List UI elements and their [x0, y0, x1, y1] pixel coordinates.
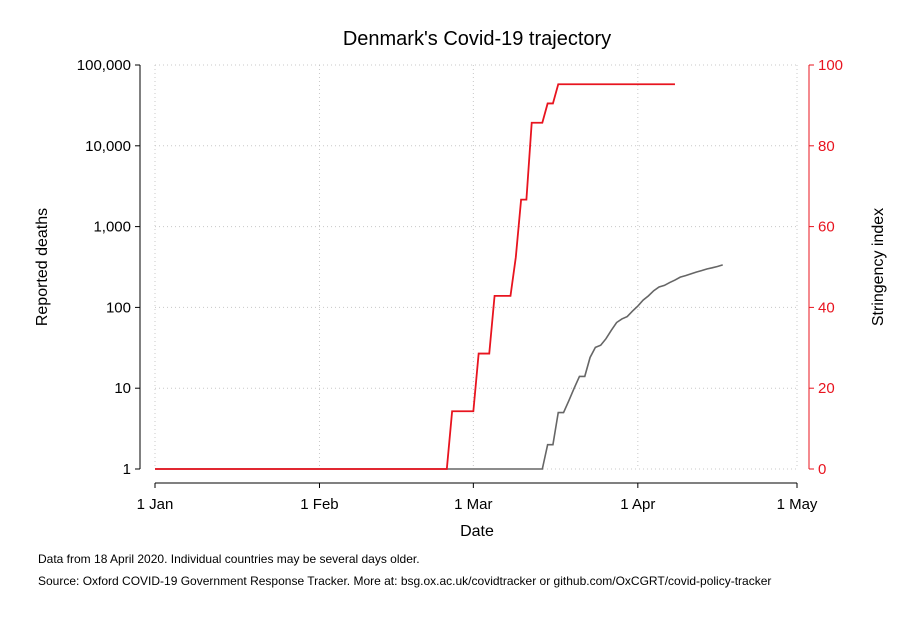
y-left-tick-label: 1,000	[93, 219, 131, 236]
y-axis-label-right: Stringency index	[870, 208, 887, 326]
x-tick-label: 1 Apr	[620, 496, 655, 513]
y-right-tick-label: 20	[818, 380, 835, 397]
y-right-tick-label: 100	[818, 57, 843, 74]
stringency-series-line	[155, 83, 675, 470]
deaths-series-line	[155, 264, 723, 470]
x-tick-label: 1 May	[777, 496, 818, 513]
x-tick-label: 1 Mar	[454, 496, 492, 513]
y-left-tick-label: 10	[114, 380, 131, 397]
y-right-tick-label: 40	[818, 299, 835, 316]
source-note: Source: Oxford COVID-19 Government Respo…	[38, 574, 772, 588]
series-layer	[155, 83, 723, 470]
y-axis-label-left: Reported deaths	[34, 208, 51, 326]
y-left-tick-label: 100	[106, 299, 131, 316]
tick-labels: 1 10 100 1,000 10,000 100,000 0 20 40 60 80 100 1 Ja…	[77, 57, 843, 513]
y-right-tick-label: 80	[818, 138, 835, 155]
x-tick-label: 1 Jan	[137, 496, 174, 513]
x-axis-label: Date	[460, 523, 494, 540]
y-left-tick-label: 1	[123, 461, 131, 478]
y-right-tick-label: 0	[818, 461, 826, 478]
y-left-tick-label: 10,000	[85, 138, 131, 155]
y-right-tick-label: 60	[818, 219, 835, 236]
y-left-tick-label: 100,000	[77, 57, 131, 74]
axes	[135, 64, 814, 488]
grid	[154, 64, 798, 470]
data-note: Data from 18 April 2020. Individual coun…	[38, 552, 420, 566]
chart-title: Denmark's Covid-19 trajectory	[343, 28, 611, 50]
x-tick-label: 1 Feb	[300, 496, 338, 513]
